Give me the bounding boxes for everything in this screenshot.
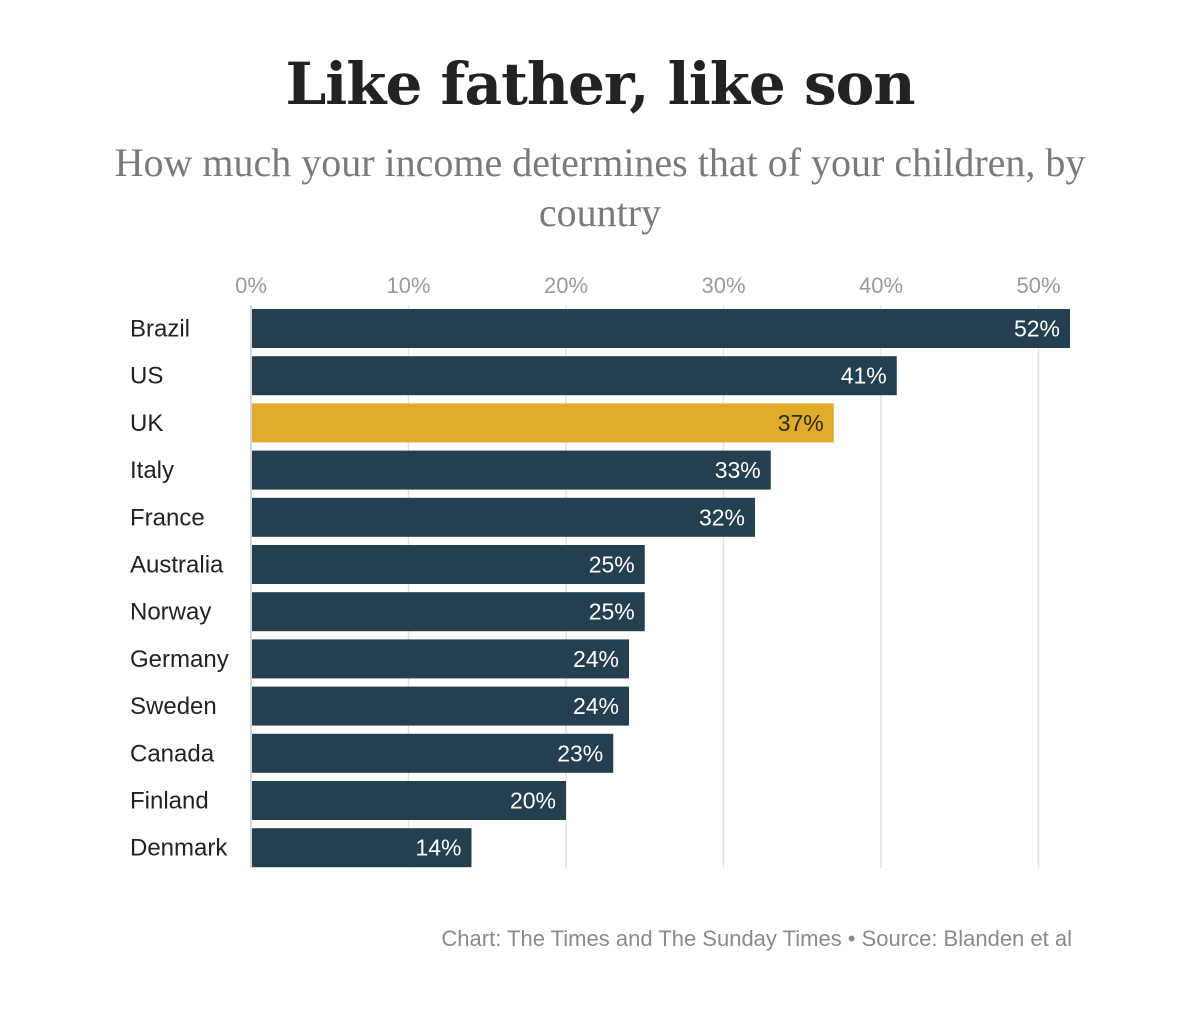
bar-canada	[252, 733, 614, 773]
bar-finland	[252, 781, 566, 820]
value-label: 14%	[415, 835, 461, 861]
value-label: 24%	[573, 693, 619, 719]
category-label: Canada	[130, 740, 215, 767]
category-label: France	[130, 504, 205, 531]
bar-uk	[252, 403, 834, 443]
category-label: Germany	[130, 646, 229, 673]
category-label: Finland	[130, 788, 209, 815]
category-label: UK	[130, 410, 163, 437]
bar-brazil	[252, 309, 1070, 348]
category-label: Denmark	[130, 835, 228, 862]
x-tick-label: 20%	[544, 273, 588, 298]
value-label: 25%	[589, 552, 635, 578]
x-tick-label: 40%	[859, 273, 903, 298]
x-tick-label: 0%	[235, 273, 267, 298]
value-label: 33%	[715, 457, 761, 483]
category-labels: Brazil US UK Italy France Australia Norway Germ…	[130, 316, 229, 862]
value-label: 32%	[699, 504, 745, 530]
chart-title: Like father, like son	[285, 50, 915, 118]
x-tick-label: 50%	[1016, 273, 1060, 298]
bar-us	[252, 356, 897, 396]
category-label: Australia	[130, 552, 224, 579]
bar-france	[252, 497, 755, 537]
value-label: 25%	[589, 599, 635, 625]
bar-norway	[252, 592, 645, 632]
bar-germany	[252, 639, 629, 679]
value-label: 52%	[1014, 316, 1060, 342]
x-axis-ticks: 0% 10% 20% 30% 40% 50%	[235, 273, 1060, 298]
category-label: Italy	[130, 457, 174, 484]
chart-subtitle: How much your income determines that of …	[114, 140, 1086, 235]
category-label: US	[130, 363, 163, 390]
bar-australia	[252, 545, 645, 584]
value-label: 41%	[841, 363, 887, 389]
chart-source-credit: Chart: The Times and The Sunday Times • …	[441, 926, 1072, 951]
bar-denmark	[252, 828, 472, 868]
value-label: 37%	[778, 410, 824, 436]
value-label: 24%	[573, 646, 619, 672]
bar-italy	[252, 450, 771, 490]
value-label: 23%	[557, 740, 603, 766]
x-tick-label: 10%	[386, 273, 430, 298]
bar-sweden	[252, 686, 629, 726]
bars	[252, 309, 1070, 868]
category-label: Norway	[130, 599, 211, 626]
category-label: Brazil	[130, 316, 190, 343]
category-label: Sweden	[130, 693, 217, 720]
value-label: 20%	[510, 788, 556, 814]
value-labels: 52% 41% 37% 33% 32% 25% 25% 24% 24% 23%20% 14%	[415, 316, 1060, 861]
gridlines	[250, 305, 1040, 868]
x-tick-label: 30%	[701, 273, 745, 298]
